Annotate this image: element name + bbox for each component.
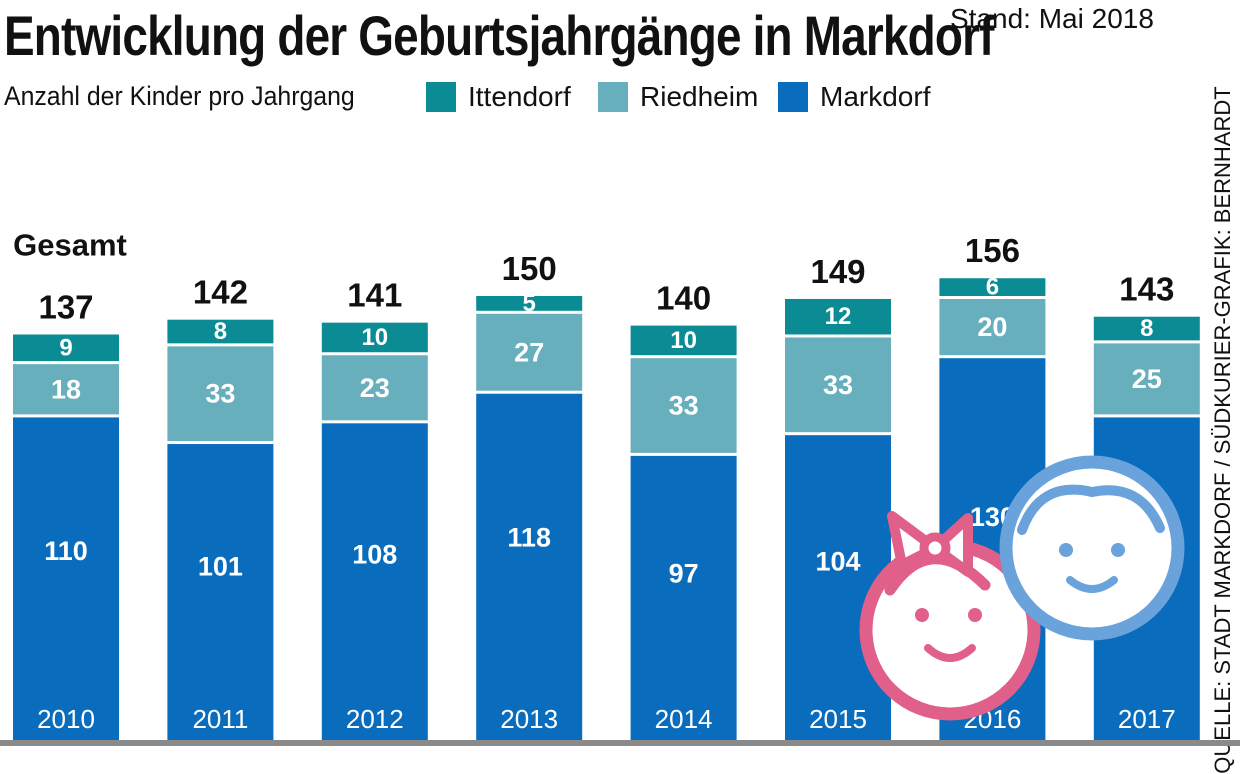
data-label-riedheim-2014: 33 [669,391,699,421]
data-label-markdorf-2010: 110 [44,536,88,566]
bar-ittendorf-2011 [167,319,274,344]
legend-label-markdorf: Markdorf [820,81,931,112]
bar-ittendorf-2010 [13,334,119,362]
page-title: Entwicklung der Geburtsjahrgänge in Mark… [4,4,994,67]
bar-ittendorf-2014 [630,325,737,356]
data-label-riedheim-2017: 25 [1132,364,1162,394]
data-label-riedheim-2010: 18 [51,374,81,404]
bar-ittendorf-2012 [321,322,428,353]
bottom-rule [0,740,1240,746]
bar-markdorf-2011 [167,444,274,740]
data-label-ittendorf-2015: 12 [825,303,852,330]
bar-riedheim-2012 [321,355,428,421]
bar-riedheim-2013 [476,313,583,391]
x-tick-label-2014: 2014 [655,704,713,734]
x-tick-label-2015: 2015 [809,704,867,734]
data-label-markdorf-2014: 97 [669,558,699,588]
data-label-riedheim-2015: 33 [823,370,853,400]
bar-riedheim-2015 [785,337,891,433]
data-label-markdorf-2015: 104 [815,546,860,576]
total-label-2013: 150 [502,250,557,287]
data-label-ittendorf-2010: 9 [59,334,72,361]
chart-subtitle: Anzahl der Kinder pro Jahrgang [4,81,355,111]
data-label-riedheim-2013: 27 [514,337,544,367]
total-label-2012: 141 [347,277,402,314]
data-label-ittendorf-2011: 8 [214,318,227,345]
bar-ittendorf-2017 [1093,316,1200,341]
baby-girl-icon [859,511,1041,721]
baby-boy-icon [999,455,1185,641]
bar-ittendorf-2016 [939,278,1046,296]
data-label-ittendorf-2014: 10 [670,327,697,354]
data-label-riedheim-2011: 33 [205,379,235,409]
bar-riedheim-2016 [939,299,1046,356]
stacked-bar-chart: 1101892010137Gesamt101338201114210823102… [13,227,1200,740]
legend-swatch-riedheim [598,82,628,112]
total-caption: Gesamt [13,227,127,262]
data-label-ittendorf-2017: 8 [1140,315,1153,342]
bar-markdorf-2013 [476,393,583,740]
x-tick-label-2011: 2011 [192,704,248,734]
x-tick-label-2010: 2010 [37,704,95,734]
bar-markdorf-2010 [13,417,119,740]
bar-riedheim-2017 [1093,343,1200,415]
bar-ittendorf-2015 [785,298,891,335]
bar-riedheim-2010 [13,364,119,415]
data-label-ittendorf-2012: 10 [361,324,388,351]
legend-label-ittendorf: Ittendorf [468,81,571,112]
total-label-2016: 156 [965,232,1020,269]
status-date: Stand: Mai 2018 [950,3,1154,34]
legend-label-riedheim: Riedheim [640,81,759,112]
data-label-riedheim-2012: 23 [360,373,390,403]
data-label-markdorf-2013: 118 [507,522,551,552]
legend-swatch-markdorf [778,82,808,112]
bar-markdorf-2012 [321,423,428,740]
data-label-markdorf-2011: 101 [198,552,243,582]
total-label-2014: 140 [656,280,711,317]
total-label-2015: 149 [810,253,865,290]
bar-markdorf-2014 [630,455,737,740]
icons-layer [859,455,1185,721]
bar-ittendorf-2013 [476,296,583,311]
bar-riedheim-2014 [630,358,737,453]
x-tick-label-2013: 2013 [500,704,558,734]
total-label-2010: 137 [38,288,93,325]
bar-riedheim-2011 [167,346,274,442]
data-label-markdorf-2012: 108 [352,540,397,570]
x-tick-label-2017: 2017 [1118,704,1176,734]
data-label-ittendorf-2016: 6 [986,274,999,301]
data-label-riedheim-2016: 20 [977,312,1007,342]
total-label-2017: 143 [1119,271,1174,308]
total-label-2011: 142 [193,274,248,311]
x-tick-label-2012: 2012 [346,704,404,734]
data-label-ittendorf-2013: 5 [523,290,536,317]
legend-swatch-ittendorf [426,82,456,112]
